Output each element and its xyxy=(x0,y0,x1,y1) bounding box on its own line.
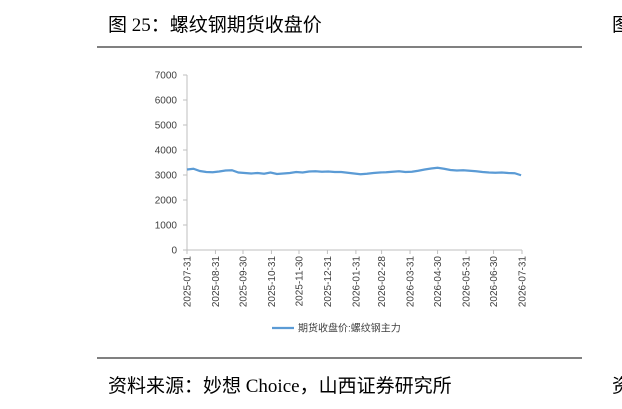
cut-source: 资 xyxy=(612,375,622,397)
x-tick-label: 2025-07-31 xyxy=(183,256,194,308)
x-tick-label: 2026-04-30 xyxy=(433,256,444,308)
y-tick-label: 7000 xyxy=(155,71,178,82)
y-tick-label: 3000 xyxy=(155,171,178,182)
x-tick-label: 2026-01-31 xyxy=(351,256,362,308)
x-tick-label: 2025-10-31 xyxy=(267,256,278,308)
x-tick-label: 2026-03-31 xyxy=(406,256,417,308)
cut-title: 图 xyxy=(612,15,622,36)
series-line xyxy=(186,166,522,177)
figure-title: 图 25：螺纹钢期货收盘价 xyxy=(108,14,322,36)
x-tick-label: 2026-02-28 xyxy=(377,256,388,308)
legend-label: 期货收盘价:螺纹钢主力 xyxy=(298,322,401,335)
y-tick-label: 2000 xyxy=(155,196,178,207)
x-tick-label: 2025-08-31 xyxy=(211,256,222,308)
x-tick-label: 2025-12-31 xyxy=(323,256,334,308)
x-tick-label: 2026-07-31 xyxy=(518,256,529,308)
x-tick-label: 2026-05-31 xyxy=(462,256,473,308)
x-tick-label: 2026-06-30 xyxy=(489,256,500,308)
y-tick-label: 0 xyxy=(171,246,177,257)
x-tick-label: 2025-09-30 xyxy=(238,256,249,308)
y-tick-label: 5000 xyxy=(155,121,178,132)
source: 资料来源：妙想 Choice，山西证券研究所 xyxy=(108,375,452,397)
y-tick-label: 6000 xyxy=(155,96,178,107)
y-tick-label: 4000 xyxy=(155,146,178,157)
y-tick-label: 1000 xyxy=(155,221,178,232)
x-tick-label: 2025-11-30 xyxy=(294,256,305,307)
